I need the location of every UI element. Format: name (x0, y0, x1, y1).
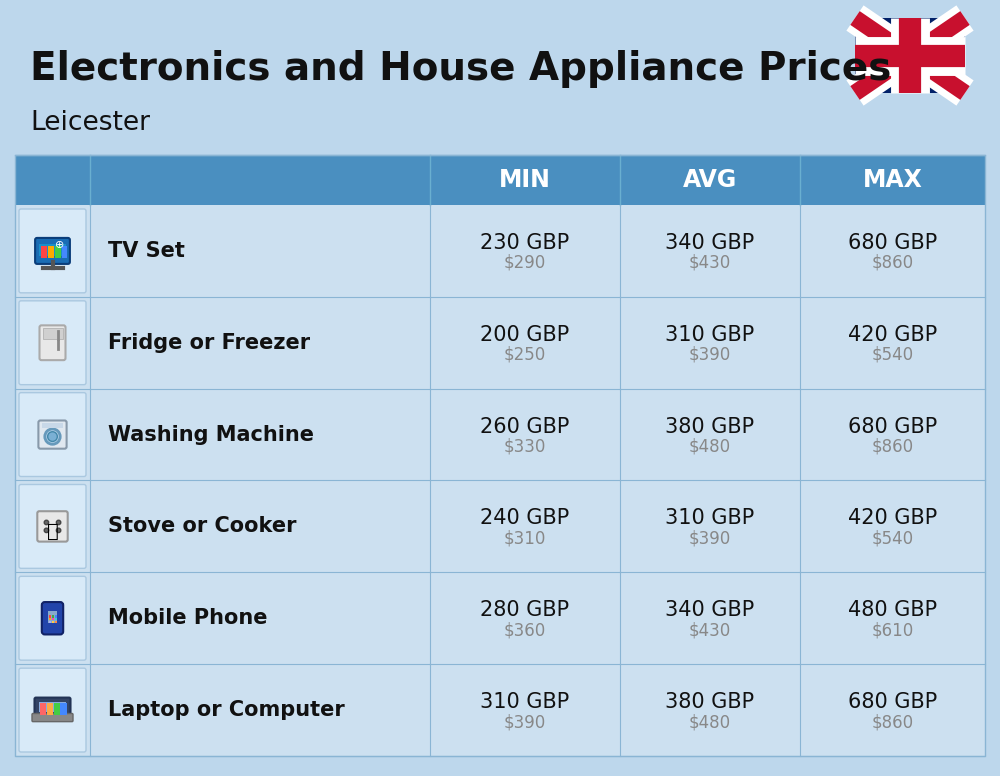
Text: $290: $290 (504, 254, 546, 272)
Text: $430: $430 (689, 254, 731, 272)
FancyBboxPatch shape (40, 325, 66, 360)
Text: 310 GBP: 310 GBP (665, 324, 755, 345)
FancyBboxPatch shape (42, 602, 63, 635)
Text: 240 GBP: 240 GBP (480, 508, 570, 528)
Bar (48, 611, 57, 623)
Text: 380 GBP: 380 GBP (665, 692, 755, 712)
Bar (39, 702, 66, 712)
Text: 310 GBP: 310 GBP (480, 692, 570, 712)
Text: $310: $310 (504, 529, 546, 547)
Text: 🔥: 🔥 (47, 522, 58, 541)
Text: $390: $390 (689, 346, 731, 364)
FancyBboxPatch shape (19, 209, 86, 293)
Text: $330: $330 (504, 438, 546, 456)
FancyBboxPatch shape (32, 713, 73, 722)
FancyBboxPatch shape (19, 393, 86, 476)
Bar (48, 246, 54, 258)
Text: $860: $860 (871, 713, 914, 731)
Bar (52, 621, 54, 623)
Bar (15, 480, 985, 573)
Bar (54, 703, 60, 715)
FancyBboxPatch shape (19, 577, 86, 660)
Circle shape (44, 528, 49, 532)
FancyBboxPatch shape (34, 698, 70, 716)
Text: Stove or Cooker: Stove or Cooker (108, 516, 296, 536)
Bar (15, 297, 985, 389)
Text: 200 GBP: 200 GBP (480, 324, 570, 345)
Circle shape (45, 429, 60, 445)
Text: 420 GBP: 420 GBP (848, 508, 937, 528)
Bar (49, 618, 51, 621)
Text: $430: $430 (689, 622, 731, 639)
Text: 280 GBP: 280 GBP (480, 601, 570, 620)
Text: AVG: AVG (683, 168, 737, 192)
Text: $360: $360 (504, 622, 546, 639)
Text: 340 GBP: 340 GBP (665, 233, 755, 253)
Text: $390: $390 (689, 529, 731, 547)
Bar (55, 246, 61, 258)
Circle shape (56, 528, 61, 532)
FancyBboxPatch shape (19, 301, 86, 385)
Bar (15, 664, 985, 756)
Text: ⊕: ⊕ (55, 240, 65, 250)
Text: 680 GBP: 680 GBP (848, 417, 937, 437)
Text: 680 GBP: 680 GBP (848, 233, 937, 253)
FancyBboxPatch shape (37, 511, 68, 542)
Text: Fridge or Freezer: Fridge or Freezer (108, 333, 310, 353)
Text: MAX: MAX (863, 168, 922, 192)
Bar (55, 621, 57, 623)
Text: Laptop or Computer: Laptop or Computer (108, 700, 345, 720)
Text: 260 GBP: 260 GBP (480, 417, 570, 437)
Text: Mobile Phone: Mobile Phone (108, 608, 268, 629)
Text: $480: $480 (689, 438, 731, 456)
Text: $390: $390 (504, 713, 546, 731)
Text: $860: $860 (871, 438, 914, 456)
Text: Electronics and House Appliance Prices: Electronics and House Appliance Prices (30, 50, 891, 88)
Bar (15, 155, 985, 205)
Text: $250: $250 (504, 346, 546, 364)
Bar (47, 703, 53, 715)
Bar (15, 205, 985, 297)
Bar (55, 615, 57, 618)
Text: Washing Machine: Washing Machine (108, 424, 314, 445)
FancyBboxPatch shape (35, 238, 70, 264)
Circle shape (48, 431, 57, 442)
Bar (52, 618, 54, 621)
Text: $860: $860 (871, 254, 914, 272)
Bar (55, 618, 57, 621)
Text: 230 GBP: 230 GBP (480, 233, 570, 253)
Text: 480 GBP: 480 GBP (848, 601, 937, 620)
Bar (15, 573, 985, 664)
Bar (60, 703, 66, 715)
Text: Leicester: Leicester (30, 110, 150, 136)
Text: 680 GBP: 680 GBP (848, 692, 937, 712)
Text: MIN: MIN (499, 168, 551, 192)
Bar (40, 703, 46, 715)
FancyBboxPatch shape (19, 668, 86, 752)
Text: TV Set: TV Set (108, 241, 185, 261)
Bar (52, 615, 54, 618)
Text: 340 GBP: 340 GBP (665, 601, 755, 620)
Bar (49, 615, 51, 618)
Bar (41, 246, 47, 258)
Bar (15, 155, 985, 756)
Bar (62, 246, 67, 258)
Bar (49, 621, 51, 623)
Bar (39, 244, 66, 256)
Text: 380 GBP: 380 GBP (665, 417, 755, 437)
Text: $540: $540 (871, 529, 914, 547)
Bar (855, 18, 965, 93)
Text: 420 GBP: 420 GBP (848, 324, 937, 345)
Text: $540: $540 (871, 346, 914, 364)
Bar (42, 328, 62, 339)
Circle shape (44, 520, 49, 525)
FancyBboxPatch shape (38, 421, 67, 449)
Bar (15, 389, 985, 480)
Text: $480: $480 (689, 713, 731, 731)
Text: $610: $610 (871, 622, 914, 639)
Circle shape (56, 520, 61, 525)
Text: 310 GBP: 310 GBP (665, 508, 755, 528)
FancyBboxPatch shape (19, 484, 86, 568)
Bar (42, 424, 63, 428)
